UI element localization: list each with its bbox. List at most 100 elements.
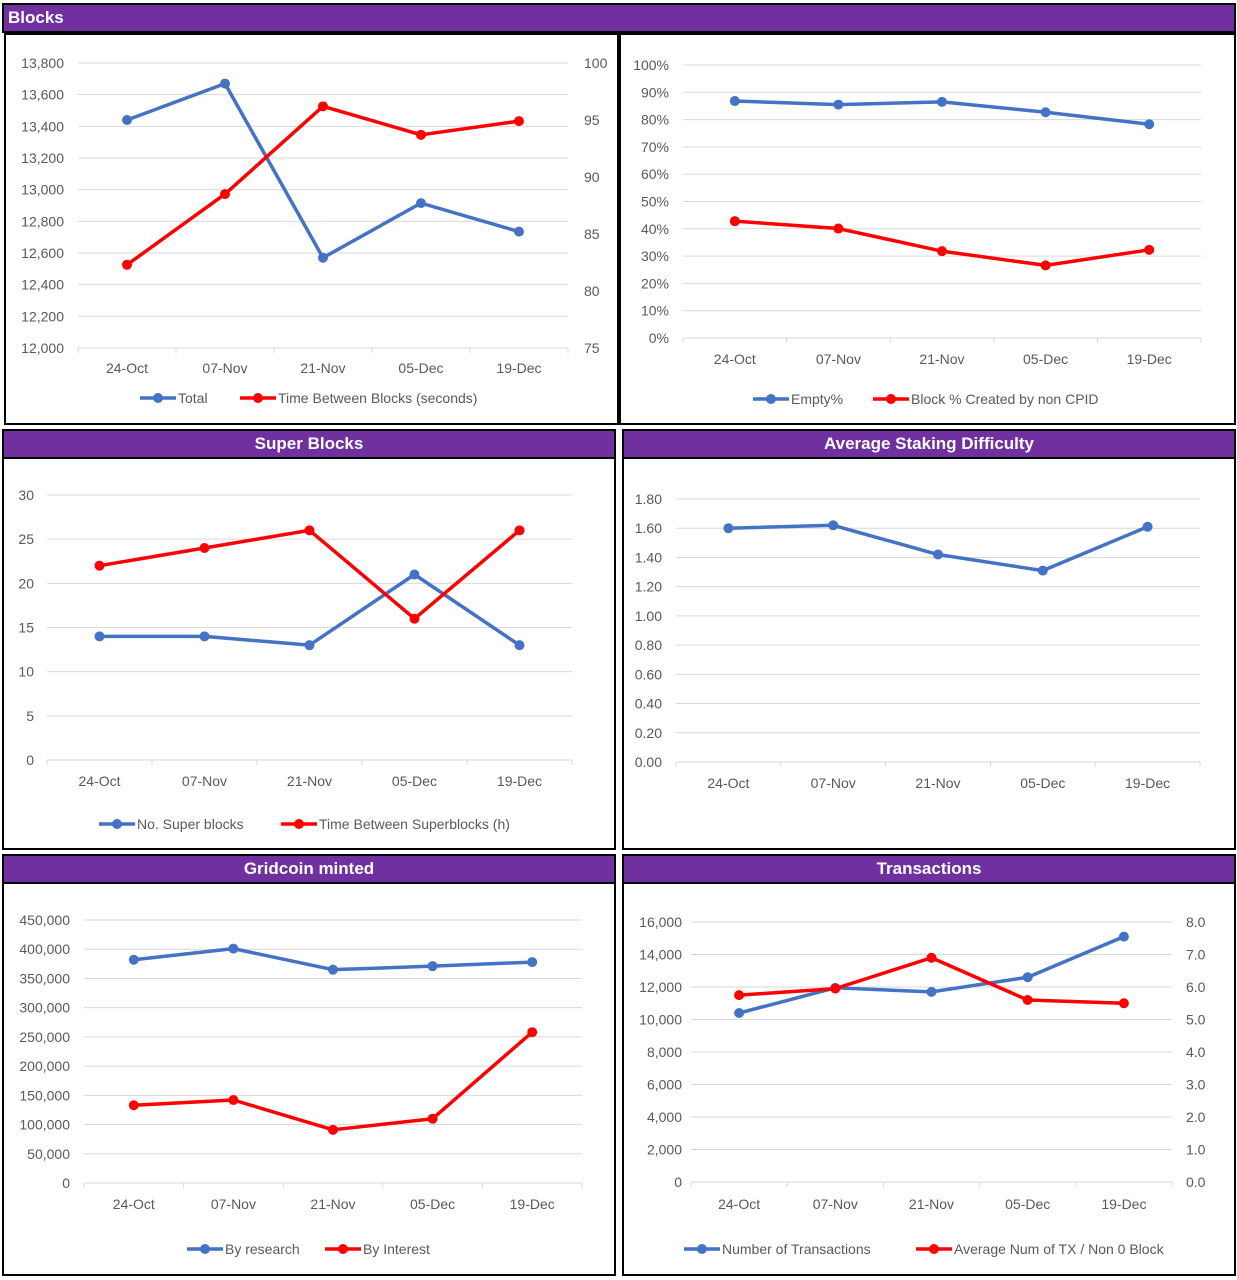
x-tick-label: 05-Dec — [410, 1196, 455, 1212]
data-point — [328, 964, 338, 975]
y-tick-label: 5 — [26, 708, 34, 724]
data-point — [833, 223, 844, 234]
super-blocks-title: Super Blocks — [254, 434, 364, 453]
legend-marker — [338, 1244, 348, 1254]
data-point — [128, 954, 139, 965]
x-tick-label: 24-Oct — [707, 775, 749, 791]
data-point — [228, 943, 239, 954]
y-right-tick-label: 85 — [584, 226, 600, 242]
y-right-tick-label: 75 — [584, 340, 600, 356]
legend-marker — [886, 394, 896, 404]
y-tick-label: 12,600 — [21, 245, 64, 261]
x-tick-label: 21-Nov — [915, 775, 960, 791]
y-right-tick-label: 95 — [584, 112, 600, 128]
y-tick-label: 15 — [18, 620, 34, 636]
blocks-pct-chart: 0% 10% 20% 30% 40% 50% 60% 70% 80% 90% 100% 24-Oct 0… — [633, 57, 1202, 407]
legend-label: Average Num of TX / Non 0 Block — [954, 1241, 1165, 1257]
data-point — [94, 560, 105, 571]
series-line — [734, 219, 1150, 268]
y-tick-label: 0 — [62, 1175, 70, 1191]
super-blocks-header: Super Blocks — [2, 429, 616, 459]
data-point — [304, 640, 315, 651]
legend-label: No. Super blocks — [137, 816, 244, 832]
x-tick-label: 19-Dec — [1125, 775, 1170, 791]
x-tick-label: 24-Oct — [718, 1196, 760, 1212]
data-point — [1022, 972, 1033, 983]
y-tick-label: 0.80 — [635, 637, 662, 653]
data-point — [830, 983, 841, 994]
y-tick-label: 1.20 — [635, 579, 662, 595]
y-tick-label: 0.60 — [635, 666, 662, 682]
y-right-tick-label: 80 — [584, 283, 600, 299]
data-point — [729, 216, 740, 227]
legend-marker — [929, 1244, 939, 1254]
y-tick-label: 16,000 — [639, 914, 682, 930]
data-point — [833, 99, 844, 110]
y-tick-label: 250,000 — [19, 1029, 70, 1045]
x-tick-label: 07-Nov — [816, 351, 861, 367]
y-tick-label: 12,000 — [639, 979, 682, 995]
x-tick-label: 05-Dec — [1005, 1196, 1050, 1212]
x-tick-label: 21-Nov — [300, 360, 345, 376]
y-tick-label: 350,000 — [19, 970, 70, 986]
x-tick-label: 19-Dec — [1101, 1196, 1146, 1212]
y-tick-label: 12,400 — [21, 277, 64, 293]
y-tick-label: 90% — [641, 84, 669, 100]
minted-panel: 0 50,000 100,000 150,000 200,000 250,000 300,0… — [2, 882, 616, 1276]
y-right-tick-label: 2.0 — [1186, 1109, 1206, 1125]
data-point — [1037, 565, 1048, 576]
y-tick-label: 13,200 — [21, 150, 64, 166]
legend-label: Number of Transactions — [722, 1241, 871, 1257]
data-point — [318, 101, 328, 112]
data-point — [514, 525, 525, 536]
staking-panel: 0.00 0.20 0.40 0.60 0.80 1.00 1.20 1.40 1.60 1.80… — [622, 457, 1236, 850]
super-blocks-panel: 0 5 10 15 20 25 30 24-Oct 07-Nov 21-Nov 05-Dec 19-D… — [2, 457, 616, 850]
y-tick-label: 70% — [641, 139, 669, 155]
y-tick-label: 13,400 — [21, 118, 64, 134]
series-line — [125, 104, 520, 267]
data-point — [828, 520, 839, 531]
x-tick-label: 21-Nov — [919, 351, 964, 367]
legend-label: By Interest — [363, 1241, 430, 1257]
data-point — [220, 189, 230, 200]
legend-label: Time Between Superblocks (h) — [319, 816, 510, 832]
y-tick-label: 50,000 — [27, 1146, 70, 1162]
y-tick-label: 13,800 — [21, 55, 64, 71]
data-point — [734, 990, 745, 1001]
data-point — [416, 129, 426, 140]
x-tick-label: 05-Dec — [398, 360, 443, 376]
data-point — [1144, 244, 1155, 255]
y-tick-label: 0 — [26, 752, 34, 768]
data-point — [1118, 931, 1129, 942]
staking-chart: 0.00 0.20 0.40 0.60 0.80 1.00 1.20 1.40 1.60 1.80… — [635, 491, 1201, 791]
y-tick-label: 20 — [18, 575, 34, 591]
x-tick-label: 07-Nov — [811, 775, 856, 791]
data-point — [729, 96, 740, 107]
data-point — [328, 1124, 338, 1135]
data-point — [1040, 260, 1051, 271]
data-point — [122, 115, 132, 125]
y-tick-label: 13,600 — [21, 87, 64, 103]
y-tick-label: 4,000 — [647, 1109, 682, 1125]
data-point — [220, 78, 230, 89]
transactions-panel: 0 2,000 4,000 6,000 8,000 10,000 12,000 14,000 1… — [622, 882, 1236, 1276]
y-tick-label: 6,000 — [647, 1077, 682, 1093]
transactions-title: Transactions — [876, 859, 982, 878]
x-tick-label: 24-Oct — [113, 1196, 155, 1212]
data-point — [199, 543, 210, 553]
y-tick-label: 10 — [18, 664, 34, 680]
data-point — [1118, 998, 1129, 1009]
y-tick-label: 1.60 — [635, 520, 662, 536]
y-tick-label: 30% — [641, 248, 669, 264]
transactions-chart: 0 2,000 4,000 6,000 8,000 10,000 12,000 14,000 1… — [639, 914, 1206, 1257]
y-tick-label: 400,000 — [19, 941, 70, 957]
minted-chart: 0 50,000 100,000 150,000 200,000 250,000 300,0… — [19, 912, 583, 1257]
data-point — [514, 116, 524, 127]
x-tick-label: 05-Dec — [392, 773, 437, 789]
y-right-tick-label: 8.0 — [1186, 914, 1206, 930]
data-point — [427, 1113, 438, 1124]
transactions-header: Transactions — [622, 854, 1236, 884]
y-tick-label: 10,000 — [639, 1012, 682, 1028]
y-tick-label: 50% — [641, 194, 669, 210]
x-tick-label: 07-Nov — [182, 773, 227, 789]
